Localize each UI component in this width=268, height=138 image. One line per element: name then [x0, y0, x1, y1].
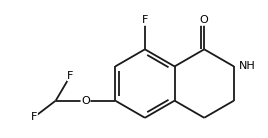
- Text: NH: NH: [239, 61, 256, 71]
- Text: O: O: [81, 96, 90, 106]
- Text: O: O: [200, 15, 209, 25]
- Text: F: F: [31, 112, 37, 122]
- Text: F: F: [142, 15, 148, 25]
- Text: F: F: [67, 71, 74, 81]
